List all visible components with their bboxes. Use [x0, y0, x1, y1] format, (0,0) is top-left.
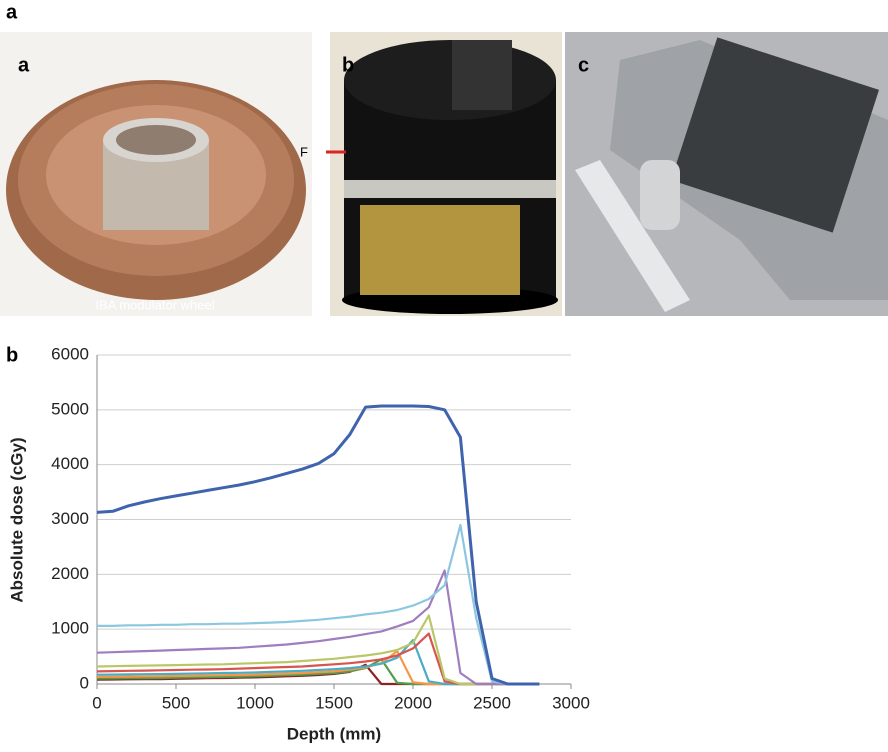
photo-label: c: [578, 54, 589, 76]
x-tick-label: 3000: [552, 693, 590, 712]
x-axis-title: Depth (mm): [287, 724, 381, 743]
photo-label: b: [342, 54, 354, 76]
y-tick-label: 6000: [51, 344, 89, 363]
y-tick-label: 1000: [51, 619, 89, 638]
x-tick-label: 2500: [473, 693, 511, 712]
chart-label: b: [6, 344, 18, 366]
page: a a IBA modulator wheel b F c b Depth (m…: [0, 0, 888, 752]
figure: a a IBA modulator wheel b F c b Depth (m…: [0, 0, 888, 752]
figure-label: a: [6, 1, 18, 23]
x-tick-label: 1000: [236, 693, 274, 712]
photo-label: a: [18, 54, 30, 76]
photo-b: [326, 32, 562, 316]
x-tick-label: 1500: [315, 693, 353, 712]
photo-c: [565, 32, 888, 316]
y-axis-title: Absolute dose (cGy): [7, 437, 26, 602]
series-line: [97, 571, 539, 685]
y-tick-label: 4000: [51, 454, 89, 473]
y-tick-label: 2000: [51, 564, 89, 583]
photo-caption: IBA modulator wheel: [95, 297, 214, 312]
photo-a: [0, 32, 312, 316]
y-tick-label: 0: [80, 673, 89, 692]
x-tick-label: 500: [162, 693, 190, 712]
y-tick-label: 3000: [51, 509, 89, 528]
x-tick-label: 2000: [394, 693, 432, 712]
photo-marker: F: [300, 144, 308, 159]
y-tick-label: 5000: [51, 399, 89, 418]
x-tick-label: 0: [92, 693, 101, 712]
